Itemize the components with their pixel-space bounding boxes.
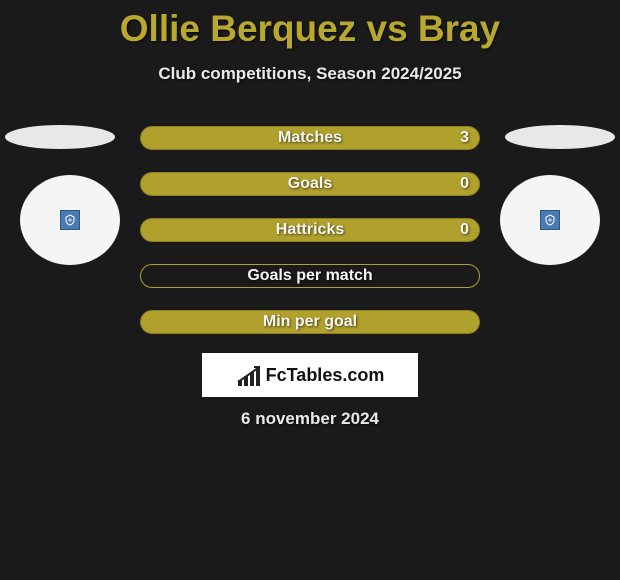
shield-icon: [60, 210, 80, 230]
page-title: Ollie Berquez vs Bray: [0, 0, 620, 50]
stat-value: 0: [460, 221, 469, 239]
stat-label: Hattricks: [276, 221, 344, 239]
player-left-ellipse: [5, 125, 115, 149]
stat-label: Min per goal: [263, 313, 357, 331]
page-subtitle: Club competitions, Season 2024/2025: [0, 64, 620, 84]
shield-icon: [540, 210, 560, 230]
stat-row-goals: Goals 0: [140, 172, 480, 196]
stat-value: 0: [460, 175, 469, 193]
footer-date: 6 november 2024: [0, 409, 620, 429]
player-left-crest-circle: [20, 175, 120, 265]
branding-box: FcTables.com: [202, 353, 418, 397]
bar-chart-icon: [236, 364, 262, 386]
player-right-crest-circle: [500, 175, 600, 265]
player-right-ellipse: [505, 125, 615, 149]
stat-row-goals-per-match: Goals per match: [140, 264, 480, 288]
branding-text: FcTables.com: [266, 365, 385, 386]
stats-panel: Matches 3 Goals 0 Hattricks 0 Goals per …: [140, 126, 480, 356]
stat-label: Matches: [278, 129, 342, 147]
stat-value: 3: [460, 129, 469, 147]
stat-label: Goals: [288, 175, 332, 193]
stat-label: Goals per match: [247, 267, 372, 285]
stat-row-min-per-goal: Min per goal: [140, 310, 480, 334]
stat-row-hattricks: Hattricks 0: [140, 218, 480, 242]
stat-row-matches: Matches 3: [140, 126, 480, 150]
